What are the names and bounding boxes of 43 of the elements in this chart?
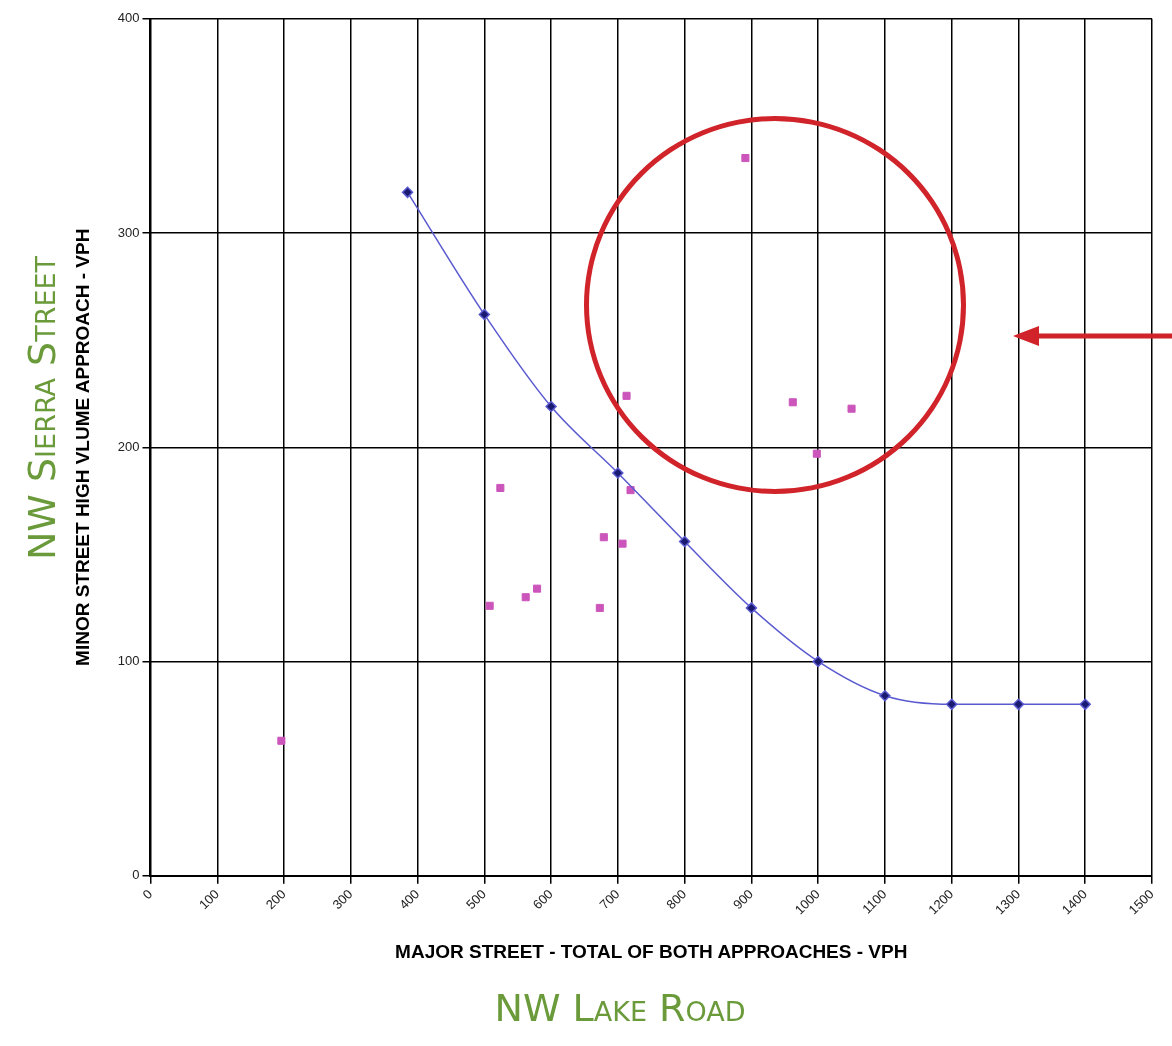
- y-tick-label: 0: [132, 867, 140, 883]
- x-tick-label: 300: [329, 886, 356, 913]
- point: [618, 539, 627, 548]
- y-axis-title: MINOR STREET HIGH VLUME APPROACH - VPH: [71, 228, 93, 666]
- point: [1012, 698, 1025, 711]
- point: [533, 584, 542, 593]
- x-tick-label: 400: [396, 886, 423, 913]
- point: [741, 154, 750, 163]
- x-tick-label: 700: [596, 886, 623, 913]
- x-axis-title: MAJOR STREET - TOTAL OF BOTH APPROACHES - VPH: [395, 940, 908, 962]
- point: [599, 533, 608, 542]
- point: [401, 186, 414, 199]
- point: [788, 398, 797, 407]
- point: [485, 601, 494, 610]
- x-tick-label: 100: [195, 886, 222, 913]
- point: [812, 449, 821, 458]
- x-tick-label: 0: [139, 886, 156, 902]
- point: [277, 736, 286, 745]
- point: [545, 400, 557, 413]
- point: [496, 483, 505, 492]
- point: [478, 308, 491, 321]
- point: [622, 391, 631, 400]
- point: [879, 690, 891, 702]
- point: [745, 602, 758, 614]
- point: [812, 655, 824, 668]
- point: [1079, 698, 1091, 711]
- point: [678, 535, 691, 548]
- point: [945, 698, 958, 711]
- text: NW Sierra Street: [20, 255, 64, 561]
- point: [521, 593, 530, 602]
- x-tick-label: 900: [730, 886, 757, 913]
- x-tick-label: 600: [529, 886, 556, 913]
- y-tick-label: 300: [117, 224, 140, 240]
- y-tick-label: 100: [117, 653, 140, 669]
- x-tick-label: 800: [663, 886, 690, 913]
- point: [595, 603, 604, 612]
- text: NW Lake Road: [494, 986, 746, 1030]
- x-tick-label: 500: [463, 886, 489, 913]
- y-tick-label: 400: [117, 10, 140, 26]
- y-tick-label: 200: [117, 438, 140, 454]
- point: [612, 467, 624, 479]
- point: [847, 404, 856, 413]
- x-tick-label: 200: [262, 886, 289, 913]
